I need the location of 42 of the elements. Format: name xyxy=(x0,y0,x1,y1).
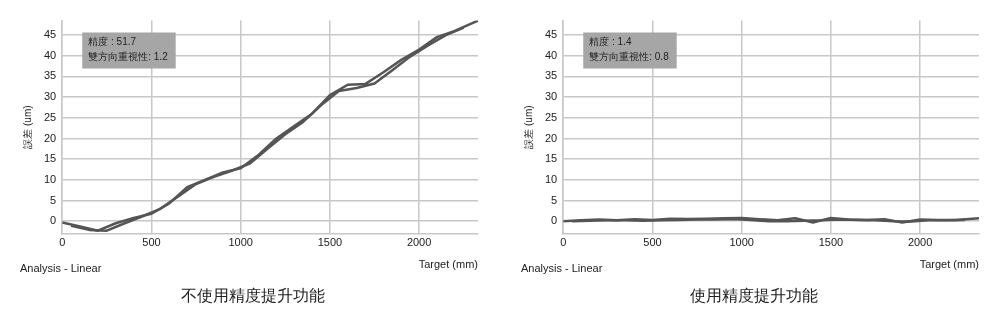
y-tick-label: 0 xyxy=(50,214,57,227)
x-tick-label: 500 xyxy=(643,236,662,249)
y-tick-label: 35 xyxy=(43,69,57,82)
x-tick-label: 2000 xyxy=(907,236,933,249)
x-axis-title: Target (mm) xyxy=(418,258,478,271)
y-tick-label: 15 xyxy=(43,152,57,165)
x-tick-label: 0 xyxy=(560,236,567,249)
y-tick-label: 20 xyxy=(43,131,57,144)
x-tick-label: 0 xyxy=(59,236,66,249)
y-tick-label: 10 xyxy=(43,172,57,185)
y-tick-label: 5 xyxy=(50,193,57,206)
x-axis-title: Target (mm) xyxy=(919,258,979,271)
y-tick-label: 20 xyxy=(544,131,558,144)
y-tick-label: 45 xyxy=(43,28,57,41)
y-axis-title: 誤差 (um) xyxy=(522,105,534,149)
x-tick-label: 1000 xyxy=(228,236,253,249)
y-tick-label: 15 xyxy=(544,152,558,165)
text: Analysis - Linear xyxy=(521,261,603,274)
y-tick-label: 30 xyxy=(544,90,558,103)
y-axis-title: 誤差 (um) xyxy=(21,105,33,149)
y-tick-label: 30 xyxy=(43,90,57,103)
x-tick-label: 1500 xyxy=(317,236,343,249)
y-tick-label: 25 xyxy=(544,110,558,123)
y-tick-label: 0 xyxy=(551,214,558,227)
x-tick-label: 1500 xyxy=(818,236,844,249)
x-tick-label: 500 xyxy=(142,236,161,249)
x-tick-label: 2000 xyxy=(406,236,432,249)
annotation: 精度 : 51.7 xyxy=(88,36,137,48)
annotation: 雙方向重視性: 1.2 xyxy=(88,51,169,63)
y-tick-label: 40 xyxy=(43,48,57,61)
y-tick-label: 40 xyxy=(544,48,558,61)
y-tick-label: 35 xyxy=(544,69,558,82)
y-tick-label: 25 xyxy=(43,110,57,123)
y-tick-label: 45 xyxy=(544,28,558,41)
text: 使用精度提升功能 xyxy=(690,286,818,306)
annotation: 雙方向重視性: 0.8 xyxy=(589,51,670,63)
text: 不使用精度提升功能 xyxy=(181,286,325,306)
y-tick-label: 10 xyxy=(544,172,558,185)
text: Analysis - Linear xyxy=(20,261,102,274)
y-tick-label: 5 xyxy=(551,193,558,206)
annotation: 精度 : 1.4 xyxy=(589,36,632,48)
x-tick-label: 1000 xyxy=(729,236,754,249)
